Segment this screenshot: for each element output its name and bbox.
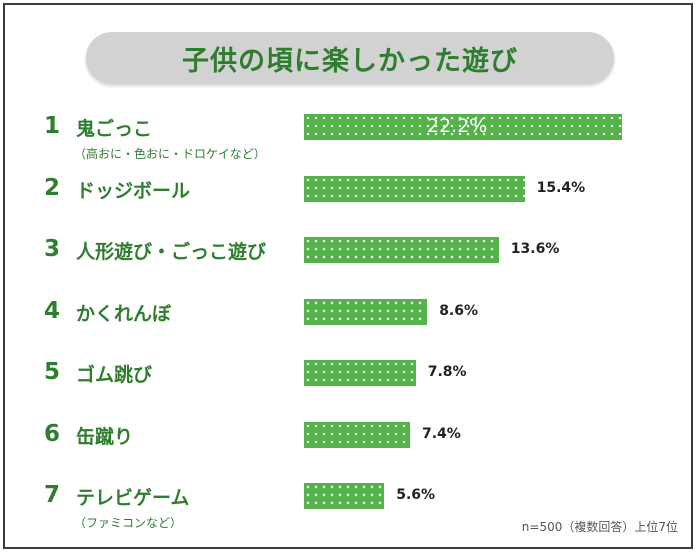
bar-value-label: 13.6% bbox=[510, 241, 560, 257]
sample-note: n=500（複数回答）上位7位 bbox=[521, 520, 678, 534]
bar-value-label: 7.4% bbox=[422, 426, 461, 442]
rank-number: 7 bbox=[44, 482, 61, 508]
bar-value-label: 15.4% bbox=[536, 180, 586, 196]
rank-number: 5 bbox=[44, 359, 61, 385]
rank-number: 3 bbox=[44, 236, 61, 262]
category-label: 鬼ごっこ bbox=[76, 118, 153, 140]
rank-number: 2 bbox=[44, 175, 61, 201]
bar bbox=[304, 422, 410, 448]
category-sublabel: （高おに・色おに・ドロケイなど） bbox=[74, 147, 266, 161]
category-sublabel: （ファミコンなど） bbox=[74, 516, 183, 530]
category-label: 缶蹴り bbox=[76, 426, 134, 448]
bar bbox=[304, 176, 525, 202]
chart-title: 子供の頃に楽しかった遊び bbox=[182, 45, 518, 77]
category-label: ドッジボール bbox=[76, 180, 191, 202]
bar-value-label: 7.8% bbox=[427, 364, 467, 380]
bar-value-label: 8.6% bbox=[439, 303, 479, 319]
category-label: 人形遊び・ごっこ遊び bbox=[76, 241, 267, 263]
category-label: ゴム跳び bbox=[76, 364, 153, 386]
bar-value-label: 5.6% bbox=[396, 487, 436, 503]
bar bbox=[304, 299, 428, 325]
bar bbox=[304, 483, 385, 509]
bar bbox=[304, 237, 499, 263]
chart-frame bbox=[3, 3, 693, 549]
category-label: テレビゲーム bbox=[76, 487, 190, 509]
bar-value-label: 22.2% bbox=[427, 115, 488, 137]
rank-number: 4 bbox=[44, 298, 61, 324]
chart-title-banner: 子供の頃に楽しかった遊び bbox=[86, 32, 614, 84]
rank-number: 1 bbox=[44, 113, 61, 139]
category-label: かくれんぼ bbox=[76, 303, 172, 325]
rank-number: 6 bbox=[44, 421, 61, 447]
bar bbox=[304, 114, 622, 140]
bar bbox=[304, 360, 416, 386]
